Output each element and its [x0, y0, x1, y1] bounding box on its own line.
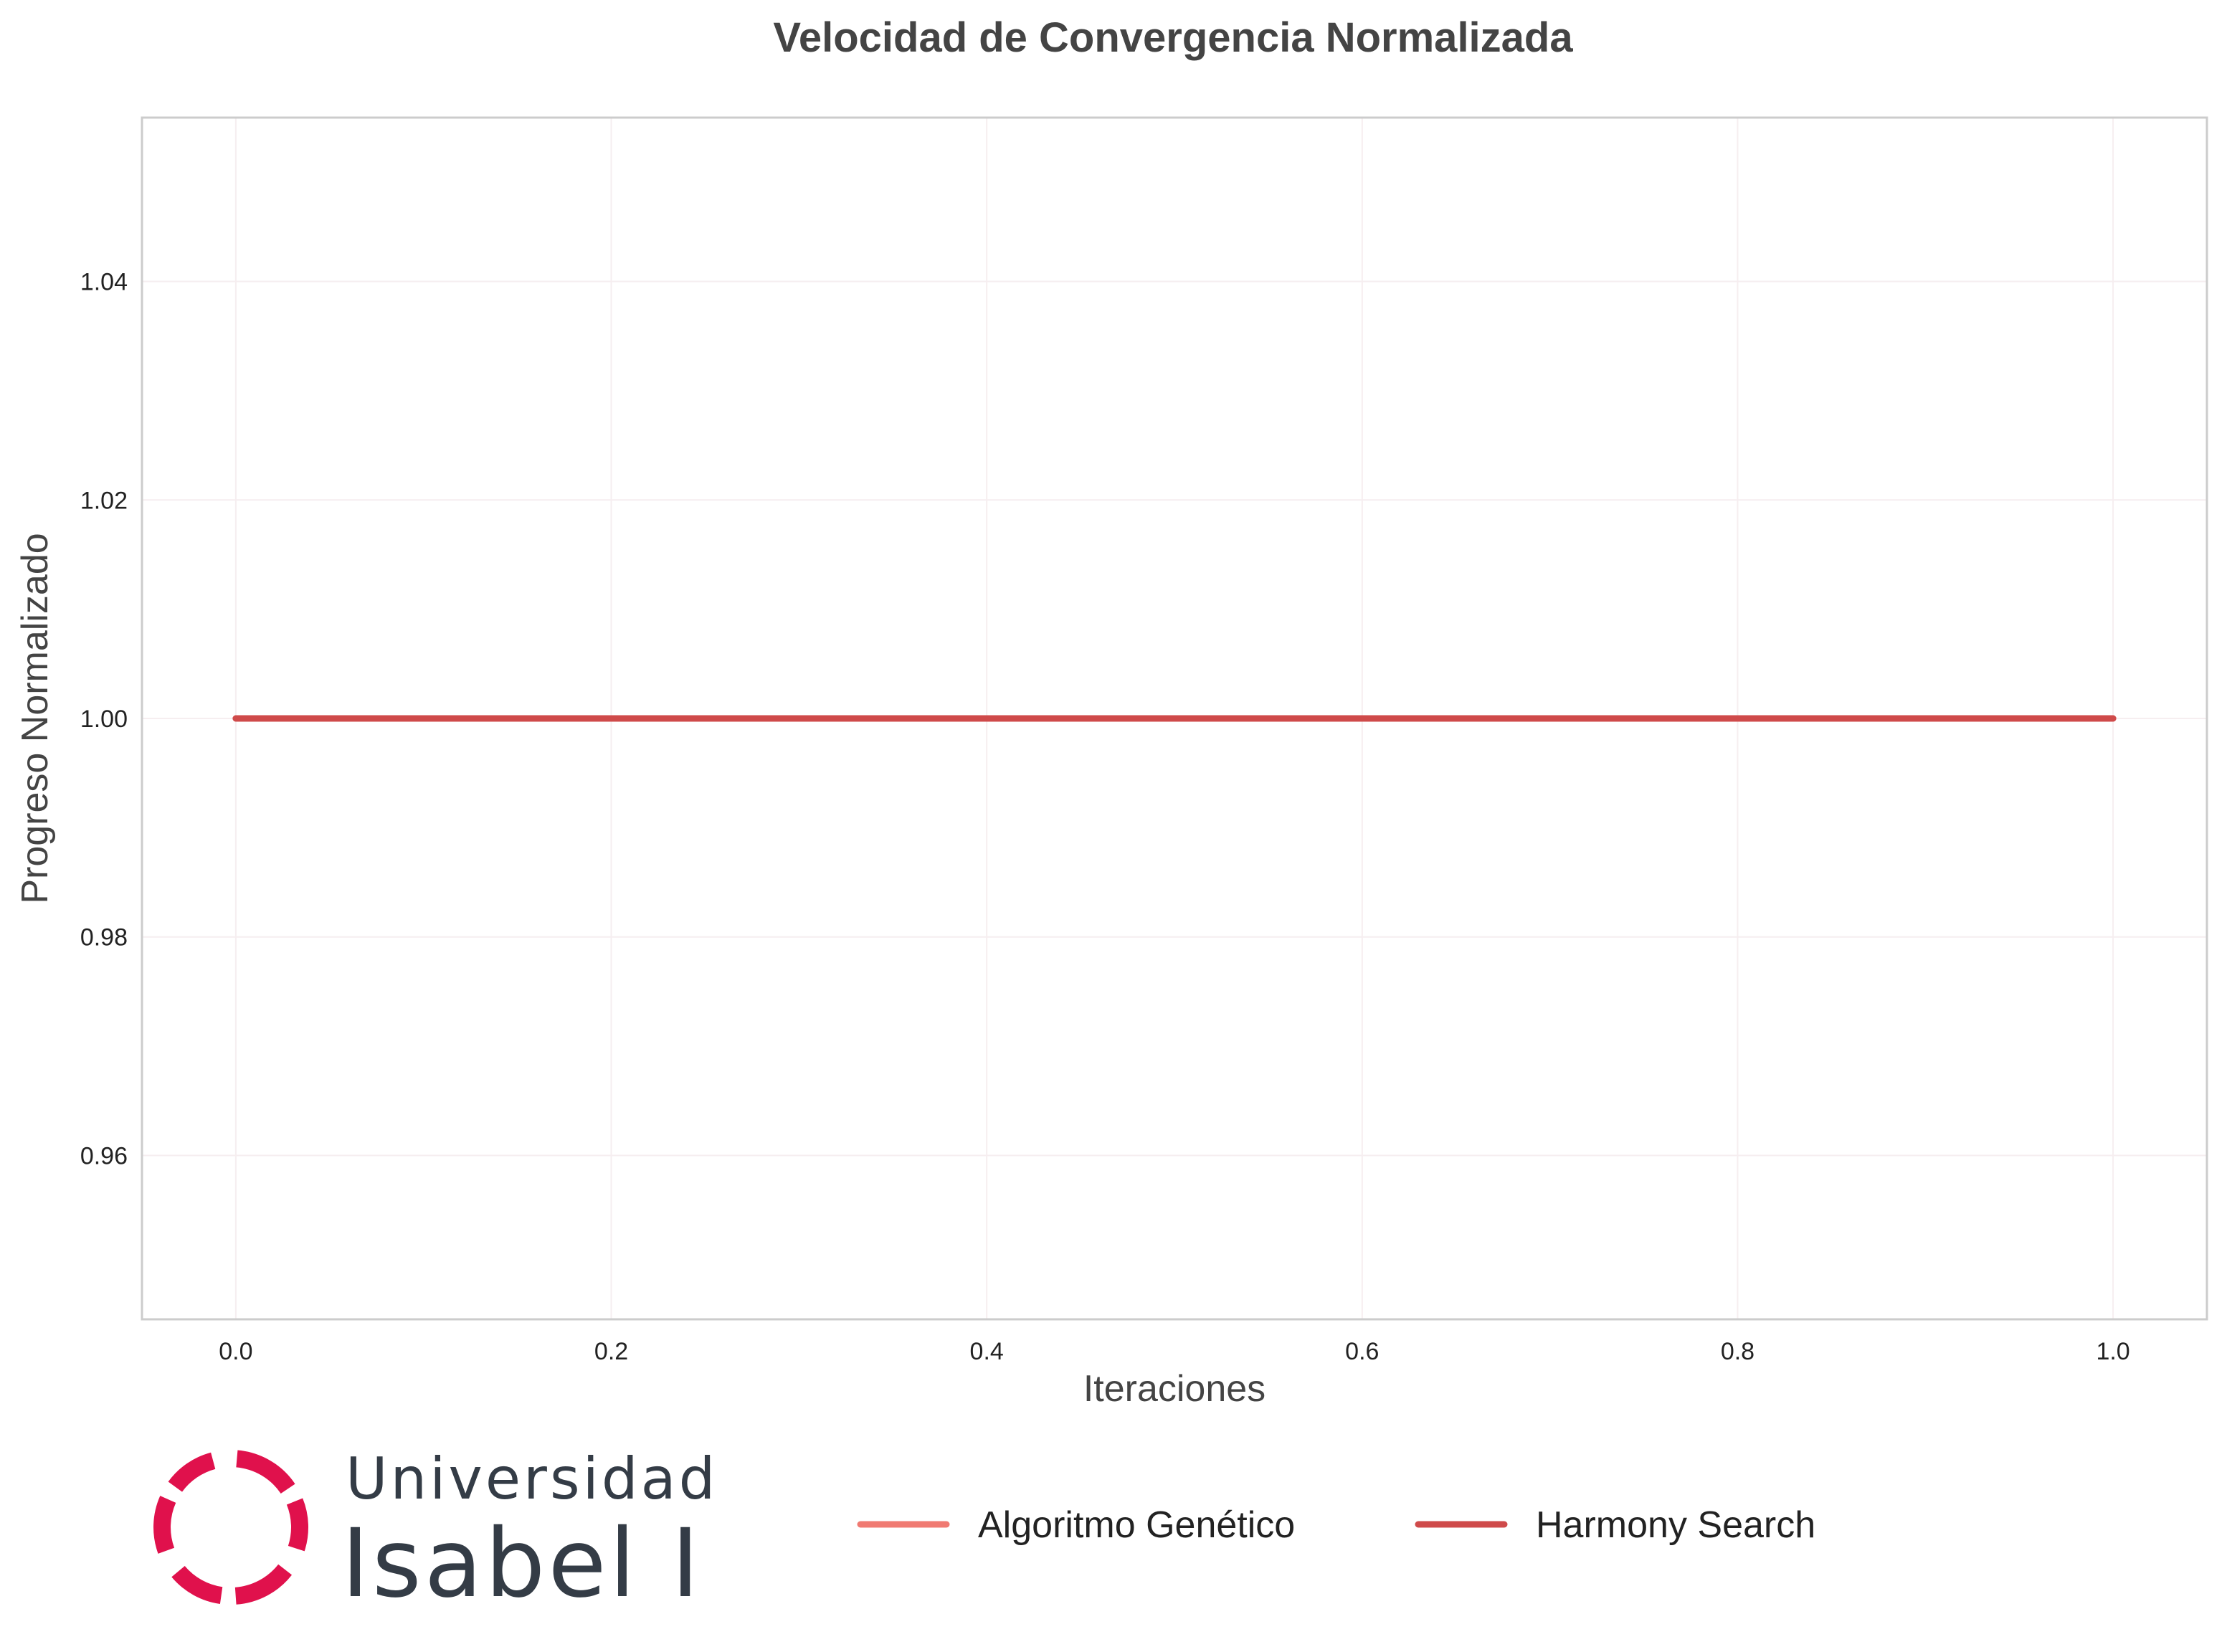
y-tick-label: 0.98: [80, 924, 128, 951]
legend-label-series-2: Harmony Search: [1536, 1504, 1815, 1546]
legend: Algoritmo Genético Harmony Search: [857, 1504, 1815, 1546]
logo-ring-segment: [153, 1496, 176, 1554]
y-tick-label: 0.96: [80, 1142, 128, 1169]
y-tick-label: 1.00: [80, 706, 128, 733]
logo-ring-segment: [286, 1498, 308, 1552]
x-tick-label: 0.8: [1721, 1338, 1754, 1365]
logo-line-2: Isabel I: [341, 1509, 702, 1619]
legend-item: Algoritmo Genético: [857, 1504, 1295, 1546]
y-tick-label: 1.04: [80, 269, 128, 296]
legend-item: Harmony Search: [1415, 1504, 1815, 1546]
x-tick-label: 0.2: [594, 1338, 628, 1365]
logo-ring-segment: [171, 1565, 223, 1604]
y-tick-label: 1.02: [80, 487, 128, 514]
y-axis-ticks: 0.96 0.98 1.00 1.02 1.04: [80, 269, 128, 1170]
logo-ring-segment: [235, 1450, 295, 1494]
y-axis-label: Progreso Normalizado: [14, 533, 56, 903]
plot-frame: [141, 116, 2208, 1321]
logo-ring-segment: [168, 1452, 216, 1492]
plot-area: [141, 116, 2208, 1321]
chart-title: Velocidad de Convergencia Normalizada: [773, 14, 1573, 61]
logo-mark-icon: [153, 1450, 308, 1605]
logo-line-1: Universidad: [346, 1446, 718, 1512]
x-tick-label: 1.0: [2096, 1338, 2129, 1365]
x-tick-label: 0.6: [1345, 1338, 1379, 1365]
logo-ring-segment: [234, 1564, 293, 1605]
x-tick-label: 0.0: [219, 1338, 252, 1365]
universidad-isabel-i-logo: Universidad Isabel I: [153, 1446, 718, 1619]
legend-label-series-1: Algoritmo Genético: [978, 1504, 1295, 1546]
x-axis-label: Iteraciones: [1083, 1368, 1266, 1410]
x-axis-ticks: 0.0 0.2 0.4 0.6 0.8 1.0: [219, 1338, 2129, 1365]
x-tick-label: 0.4: [970, 1338, 1004, 1365]
